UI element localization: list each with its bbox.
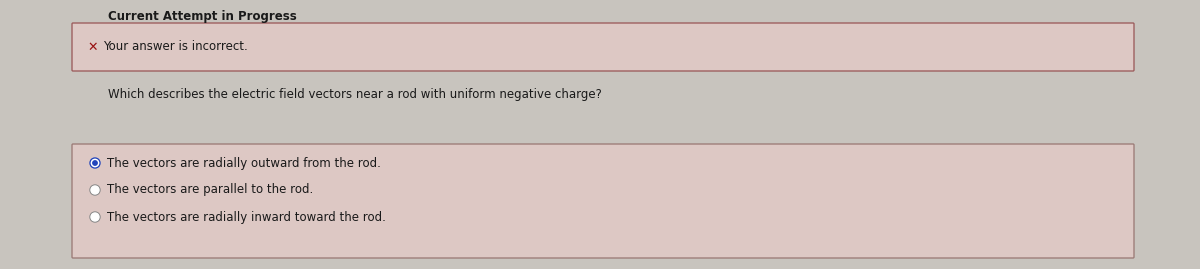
FancyBboxPatch shape <box>72 23 1134 71</box>
Circle shape <box>91 213 98 221</box>
Text: ✕: ✕ <box>88 41 97 54</box>
Text: Which describes the electric field vectors near a rod with uniform negative char: Which describes the electric field vecto… <box>108 88 602 101</box>
FancyBboxPatch shape <box>72 144 1134 258</box>
Circle shape <box>91 186 98 194</box>
Circle shape <box>92 161 97 165</box>
Text: Current Attempt in Progress: Current Attempt in Progress <box>108 10 296 23</box>
Text: The vectors are radially outward from the rod.: The vectors are radially outward from th… <box>107 157 380 169</box>
Text: The vectors are parallel to the rod.: The vectors are parallel to the rod. <box>107 183 313 196</box>
Text: Your answer is incorrect.: Your answer is incorrect. <box>103 41 247 54</box>
Circle shape <box>90 185 100 195</box>
Text: The vectors are radially inward toward the rod.: The vectors are radially inward toward t… <box>107 211 386 224</box>
Circle shape <box>90 212 100 222</box>
Circle shape <box>90 158 100 168</box>
Circle shape <box>91 159 98 167</box>
